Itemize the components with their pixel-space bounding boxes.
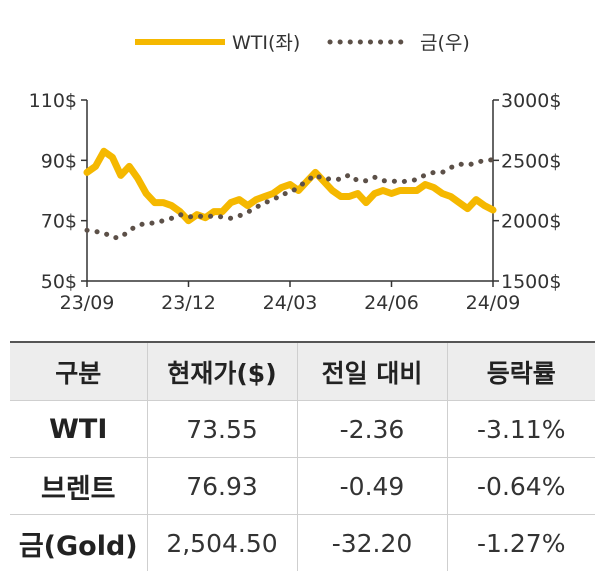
right-y-tick-label: 2500$ (501, 150, 561, 172)
table-row: 브렌트 76.93 -0.49 -0.64% (10, 458, 595, 515)
row-change: -32.20 (297, 515, 447, 571)
header-category: 구분 (10, 342, 147, 401)
header-price: 현재가($) (147, 342, 297, 401)
header-rate: 등락률 (447, 342, 595, 401)
left-y-tick-label: 90$ (41, 150, 77, 172)
left-y-tick-label: 70$ (41, 211, 77, 233)
row-price: 73.55 (147, 401, 297, 458)
row-rate: -0.64% (447, 458, 595, 515)
row-price: 2,504.50 (147, 515, 297, 571)
row-rate: -1.27% (447, 515, 595, 571)
row-change: -2.36 (297, 401, 447, 458)
table-row: WTI 73.55 -2.36 -3.11% (10, 401, 595, 458)
oil-gold-line-chart: WTI(좌) 금(우) 110$ 90$ 70$ 50$ 3000$ 2500$ 2000$… (0, 0, 600, 330)
table-row: 금(Gold) 2,504.50 -32.20 -1.27% (10, 515, 595, 571)
legend-gold-label: 금(우) (420, 32, 470, 54)
right-y-tick-label: 1500$ (501, 271, 561, 293)
legend-wti-label: WTI(좌) (232, 32, 300, 54)
x-tick-label: 23/12 (161, 292, 216, 314)
left-y-tick-label: 50$ (41, 271, 77, 293)
chart-legend: WTI(좌) 금(우) (135, 32, 470, 54)
row-name: WTI (10, 401, 147, 458)
row-change: -0.49 (297, 458, 447, 515)
row-name: 브렌트 (10, 458, 147, 515)
x-tick-label: 24/09 (466, 292, 521, 314)
x-tick-label: 24/03 (263, 292, 318, 314)
x-tick-label: 24/06 (364, 292, 419, 314)
row-name: 금(Gold) (10, 515, 147, 571)
row-rate: -3.11% (447, 401, 595, 458)
left-y-tick-label: 110$ (29, 90, 77, 112)
row-price: 76.93 (147, 458, 297, 515)
header-change: 전일 대비 (297, 342, 447, 401)
right-y-tick-label: 2000$ (501, 211, 561, 233)
table-header-row: 구분 현재가($) 전일 대비 등락률 (10, 342, 595, 401)
x-tick-label: 23/09 (60, 292, 115, 314)
series-line-wti (87, 151, 493, 220)
right-y-tick-label: 3000$ (501, 90, 561, 112)
price-table: 구분 현재가($) 전일 대비 등락률 WTI 73.55 -2.36 -3.1… (10, 341, 595, 571)
